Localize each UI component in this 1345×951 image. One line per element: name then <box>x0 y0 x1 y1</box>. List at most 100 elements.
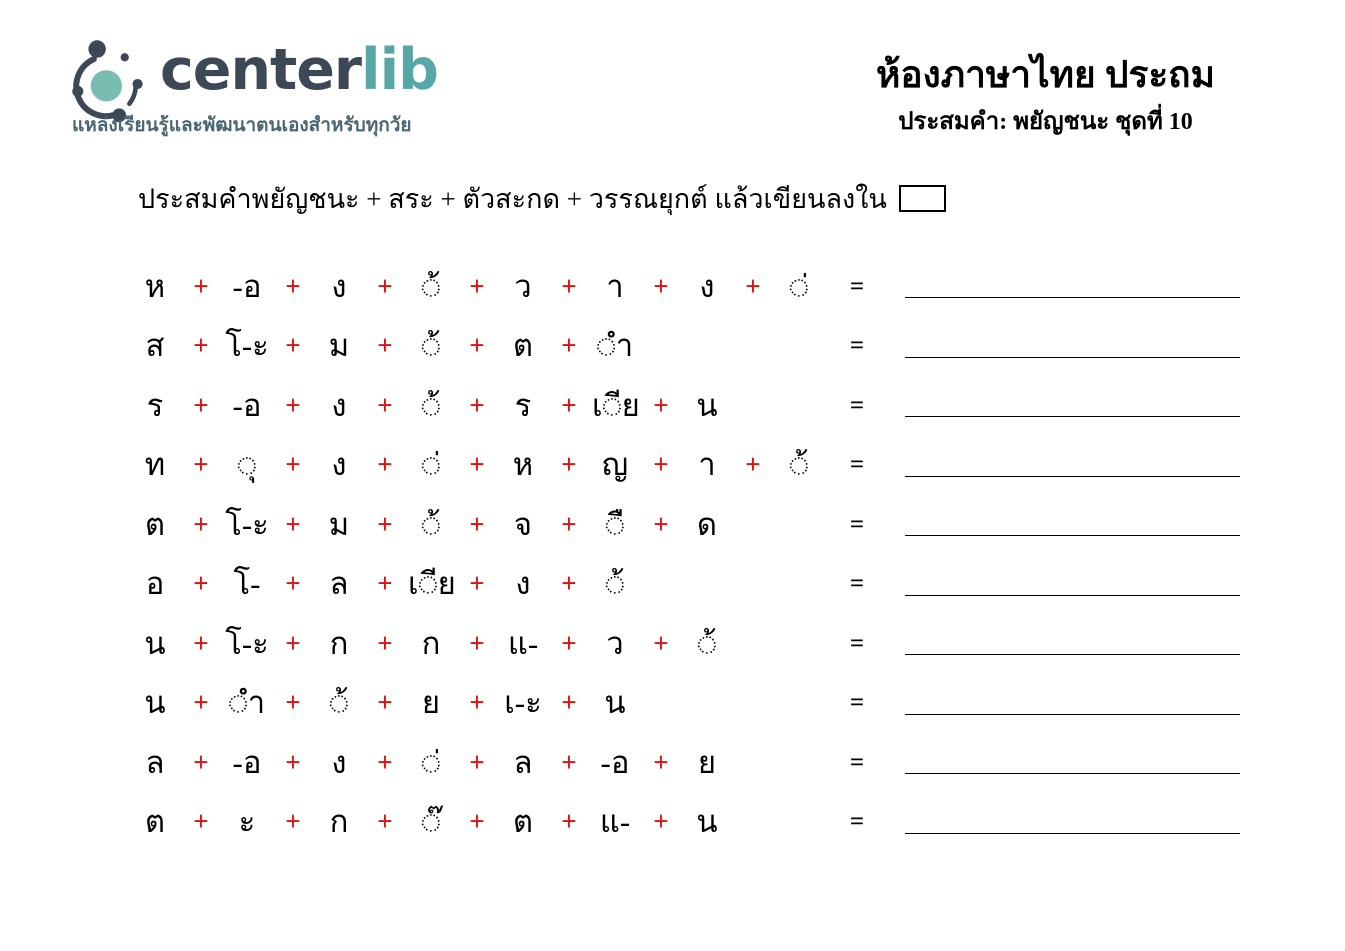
answer-line[interactable] <box>905 594 1240 596</box>
plus-sign: + <box>561 508 577 539</box>
plus-sign: + <box>653 508 669 539</box>
plus-sign: + <box>285 389 301 420</box>
plus-sign: + <box>561 270 577 301</box>
syllable-part: ม <box>328 506 350 542</box>
syllable-part: ◌้ <box>605 566 625 602</box>
plus-sign: + <box>377 449 393 480</box>
answer-line[interactable] <box>905 416 1240 417</box>
plus-sign: + <box>285 627 301 658</box>
syllable-part: ห <box>144 268 166 304</box>
answer-line[interactable] <box>905 297 1240 298</box>
syllable-part: ง <box>331 387 347 423</box>
plus-sign: + <box>561 449 577 480</box>
equals-sign: = <box>849 748 865 776</box>
equation-row-3: ร + -อ + ง + ◌้ + ร + เ◌ีย + น = <box>132 376 1345 436</box>
plus-sign: + <box>193 568 209 599</box>
syllable-part: ต <box>144 506 166 542</box>
syllable-part: ท <box>144 447 166 483</box>
syllable-part: ว <box>606 625 624 661</box>
plus-sign: + <box>653 449 669 480</box>
plus-sign: + <box>469 568 485 599</box>
syllable-part: ม <box>328 328 350 364</box>
equals-sign: = <box>849 272 865 300</box>
plus-sign: + <box>469 449 485 480</box>
syllable-part: ต <box>512 804 534 840</box>
plus-sign: + <box>469 389 485 420</box>
syllable-part: ว <box>514 268 532 304</box>
equation-row-2: ส + โ-ะ + ม + ◌้ + ต + ◌ำ = <box>132 317 1345 377</box>
equals-sign: = <box>849 332 865 360</box>
plus-sign: + <box>377 330 393 361</box>
syllable-part: เ-ะ <box>504 685 542 721</box>
syllable-part: น <box>144 685 166 721</box>
syllable-part: ต <box>512 328 534 364</box>
syllable-part: ◌ำ <box>228 685 266 721</box>
plus-sign: + <box>469 508 485 539</box>
equation-row-5: ต + โ-ะ + ม + ◌้ + จ + ◌ื + ด = <box>132 495 1345 555</box>
equation-row-6: อ + โ- + ล + เ◌ีย + ง + ◌้ = <box>132 555 1345 615</box>
syllable-part: ญ <box>601 447 629 483</box>
plus-sign: + <box>377 389 393 420</box>
instruction-line: ประสมคำพยัญชนะ + สระ + ตัวสะกด + วรรณยุก… <box>138 181 946 217</box>
answer-line[interactable] <box>905 713 1240 715</box>
plus-sign: + <box>377 270 393 301</box>
answer-line[interactable] <box>905 356 1240 358</box>
syllable-part: ง <box>331 447 347 483</box>
answer-line[interactable] <box>905 773 1240 774</box>
plus-sign: + <box>561 627 577 658</box>
syllable-part: ง <box>515 566 531 602</box>
equation-row-9: ล + -อ + ง + ◌่ + ล + -อ + ย = <box>132 733 1345 793</box>
syllable-part: โ-ะ <box>225 328 269 364</box>
syllable-part: ง <box>331 744 347 780</box>
syllable-part: ง <box>699 268 715 304</box>
syllable-part: ร <box>514 387 532 423</box>
syllable-part: เ◌ีย <box>592 387 640 423</box>
syllable-part: แ- <box>507 625 539 661</box>
plus-sign: + <box>561 568 577 599</box>
plus-sign: + <box>653 746 669 777</box>
syllable-part: ◌ุ <box>237 447 257 483</box>
syllable-part: ก <box>329 804 349 840</box>
syllable-part: ◌่ <box>421 744 441 780</box>
page-subtitle: ประสมคำ: พยัญชนะ ชุดที่ 10 <box>898 108 1193 135</box>
plus-sign: + <box>561 746 577 777</box>
syllable-part: ◌๊ <box>421 804 441 840</box>
syllable-part: โ-ะ <box>225 506 269 542</box>
plus-sign: + <box>653 270 669 301</box>
plus-sign: + <box>377 687 393 718</box>
syllable-part: ◌ื <box>605 506 625 542</box>
plus-sign: + <box>377 508 393 539</box>
syllable-part: ◌้ <box>421 328 441 364</box>
equals-sign: = <box>849 510 865 538</box>
syllable-part: ล <box>513 744 533 780</box>
syllable-part: ต <box>144 804 166 840</box>
syllable-part: ย <box>421 685 441 721</box>
brand-center-text: center <box>160 37 362 103</box>
equation-row-10: ต + ะ + ก + ◌๊ + ต + แ- + น = <box>132 793 1345 853</box>
equals-sign: = <box>849 391 865 419</box>
syllable-part: ◌้ <box>697 625 717 661</box>
page-title: ห้องภาษาไทย ประถม <box>876 55 1215 96</box>
syllable-part: ◌่ <box>789 268 809 304</box>
equals-sign: = <box>849 570 865 598</box>
answer-line[interactable] <box>905 654 1240 655</box>
syllable-part: -อ <box>232 268 262 304</box>
plus-sign: + <box>193 806 209 837</box>
syllable-part: ◌้ <box>421 387 441 423</box>
plus-sign: + <box>285 270 301 301</box>
syllable-part: ย <box>697 744 717 780</box>
syllable-part: ส <box>145 328 165 364</box>
syllable-part: า <box>698 447 716 483</box>
answer-line[interactable] <box>905 475 1240 477</box>
plus-sign: + <box>745 270 761 301</box>
syllable-part: จ <box>513 506 533 542</box>
syllable-part: ◌ำ <box>596 328 634 364</box>
equation-row-1: ห + -อ + ง + ◌้ + ว + า + ง + ◌่ = <box>132 257 1345 317</box>
plus-sign: + <box>285 687 301 718</box>
plus-sign: + <box>377 806 393 837</box>
syllable-part: แ- <box>599 804 631 840</box>
answer-line[interactable] <box>905 535 1240 536</box>
answer-line[interactable] <box>905 832 1240 834</box>
syllable-part: ด <box>696 506 718 542</box>
syllable-part: ะ <box>238 804 256 840</box>
